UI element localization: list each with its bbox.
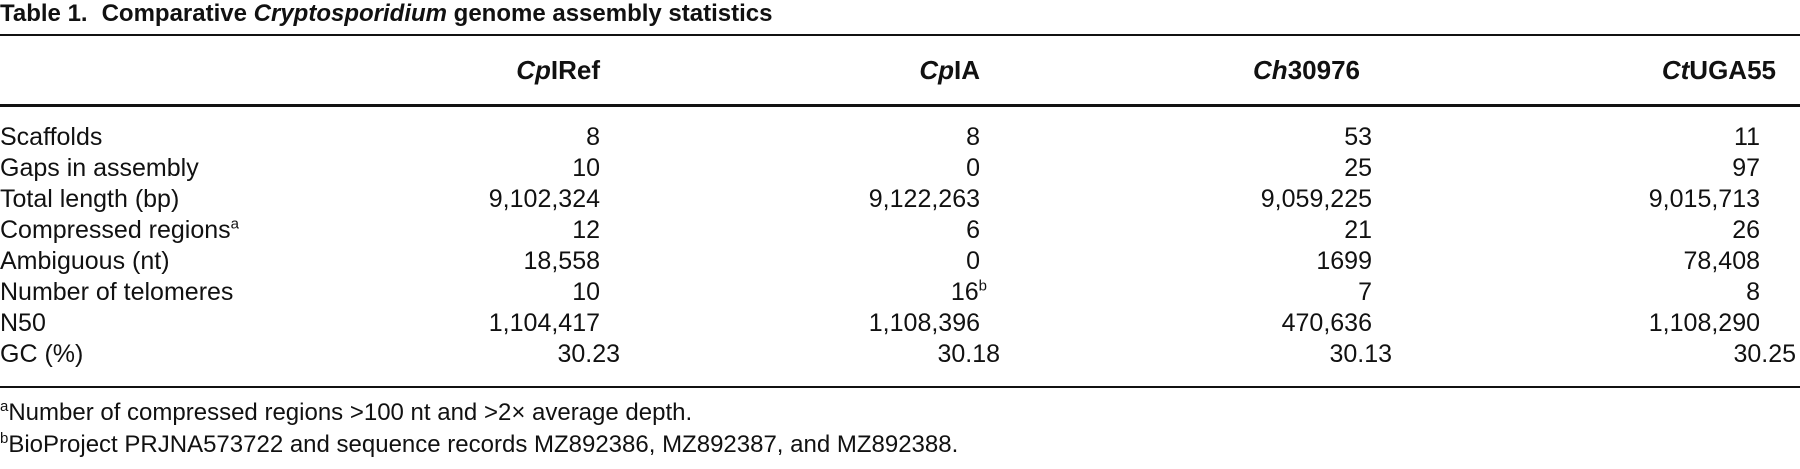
table-cell: 8 [586, 123, 600, 151]
table-cell: 7 [1358, 278, 1372, 306]
column-header-cpia: CpIA [830, 52, 980, 88]
table-cell: 53 [1344, 123, 1372, 151]
table-cell: 0 [966, 247, 980, 275]
column-header-ch30976: Ch30976 [1210, 52, 1360, 88]
table-cell: 30.25 [1733, 340, 1796, 368]
table-cell: 30.18 [937, 340, 1000, 368]
row-label-n50: N50 [0, 309, 46, 337]
caption-title-pre: Comparative [101, 0, 254, 27]
row-label-total-length: Total length (bp) [0, 185, 180, 213]
table-cell: 1,104,417 [488, 309, 600, 337]
column-header-rest: IA [954, 55, 980, 85]
table-cell: 9,102,324 [488, 185, 600, 213]
table-cell: 1,108,290 [1648, 309, 1760, 337]
row-label-scaffolds: Scaffolds [0, 123, 103, 151]
table-label: Table 1. [0, 0, 88, 27]
table-cell: 6 [966, 216, 980, 244]
table-cell: 12 [572, 216, 600, 244]
row-label-ambiguous: Ambiguous (nt) [0, 247, 170, 275]
bottom-rule [0, 386, 1800, 388]
table-cell: 97 [1732, 154, 1760, 182]
table-cell: 9,122,263 [868, 185, 980, 213]
column-header-rest: UGA55 [1689, 55, 1776, 85]
table-cell: 25 [1344, 154, 1372, 182]
column-header-italic: Cp [516, 55, 551, 85]
table-cell: 9,015,713 [1648, 185, 1760, 213]
footnote-text: Number of compressed regions >100 nt and… [8, 399, 693, 426]
table-cell: 1,108,396 [868, 309, 980, 337]
table-cell: 21 [1344, 216, 1372, 244]
row-label-gaps-in-assembly: Gaps in assembly [0, 154, 199, 182]
table-cell: 30.13 [1329, 340, 1392, 368]
table-cell: 16b [950, 277, 987, 306]
row-label-gc: GC (%) [0, 340, 84, 368]
table-cell: 18,558 [523, 247, 600, 275]
caption-title-italic: Cryptosporidium [253, 0, 447, 27]
column-header-italic: Cp [919, 55, 954, 85]
footnote-text: BioProject PRJNA573722 and sequence reco… [8, 431, 959, 458]
table-caption: Table 1. Comparative Cryptosporidium geno… [0, 0, 772, 32]
table-cell: 78,408 [1683, 247, 1760, 275]
table-cell: 8 [1746, 278, 1760, 306]
table-cell: 0 [966, 154, 980, 182]
column-header-italic: Ch [1253, 55, 1288, 85]
column-header-rest: 30976 [1287, 55, 1360, 85]
row-label-number-of-telomeres: Number of telomeres [0, 278, 234, 306]
column-header-italic: Ct [1661, 55, 1690, 85]
table-cell: 10 [572, 278, 600, 306]
header-rule [0, 104, 1800, 107]
table-cell: 10 [572, 154, 600, 182]
footnote-b: bBioProject PRJNA573722 and sequence rec… [0, 430, 958, 460]
footnote-mark: a [0, 398, 9, 415]
table-cell: 30.23 [557, 340, 620, 368]
column-header-ctuga55: CtUGA55 [1600, 52, 1776, 88]
table-cell: 26 [1732, 216, 1760, 244]
caption-title-post: genome assembly statistics [447, 0, 773, 27]
row-label-compressed-regions: Compressed regionsa [0, 215, 240, 244]
column-header-rest: IRef [550, 55, 600, 85]
top-rule [0, 34, 1800, 36]
footnote-a: aNumber of compressed regions >100 nt an… [0, 398, 692, 428]
table-cell: 470,636 [1281, 309, 1372, 337]
table-cell: 1699 [1316, 247, 1372, 275]
table-cell: 11 [1734, 123, 1760, 151]
column-header-cpiref: CpIRef [450, 52, 600, 88]
footnote-mark: b [0, 430, 9, 447]
table-cell: 8 [966, 123, 980, 151]
table-cell: 9,059,225 [1260, 185, 1372, 213]
